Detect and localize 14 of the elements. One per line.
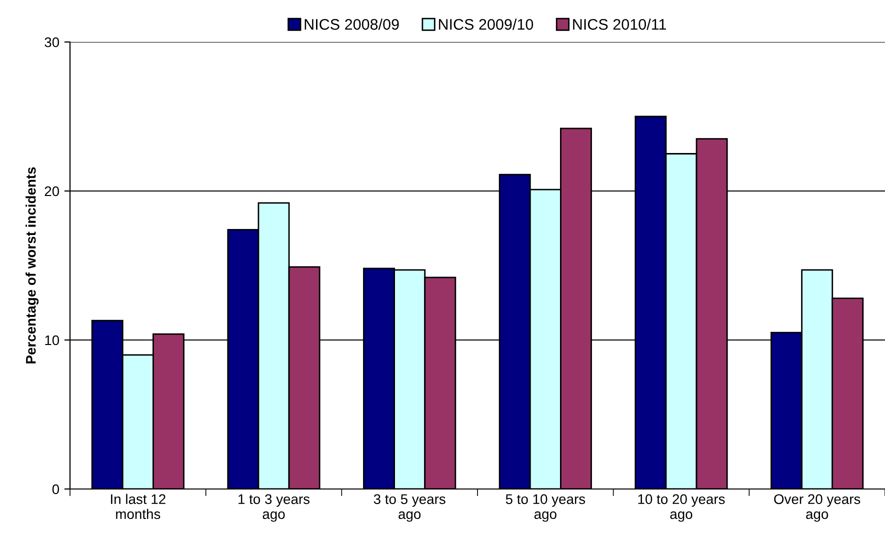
- x-tick-label: 10 to 20 years ago: [638, 494, 725, 522]
- x-tick-label: Over 20 years ago: [774, 494, 860, 522]
- x-tick-label: 1 to 3 years ago: [238, 494, 310, 522]
- y-axis-title: Percentage of worst incidents: [26, 167, 39, 364]
- legend-label: NICS 2009/10: [438, 18, 534, 30]
- legend-label: NICS 2008/09: [304, 18, 399, 30]
- x-tick-label: In last 12 months: [111, 494, 166, 520]
- y-tick-label: 10: [45, 335, 60, 346]
- y-tick-label: 30: [44, 37, 60, 48]
- x-tick-label: 5 to 10 years ago: [506, 494, 586, 522]
- y-tick-label: 0: [52, 484, 60, 494]
- y-tick-label: 20: [44, 186, 60, 196]
- legend-label: NICS 2010/11: [573, 18, 666, 30]
- x-tick-label: 3 to 5 years ago: [374, 494, 446, 522]
